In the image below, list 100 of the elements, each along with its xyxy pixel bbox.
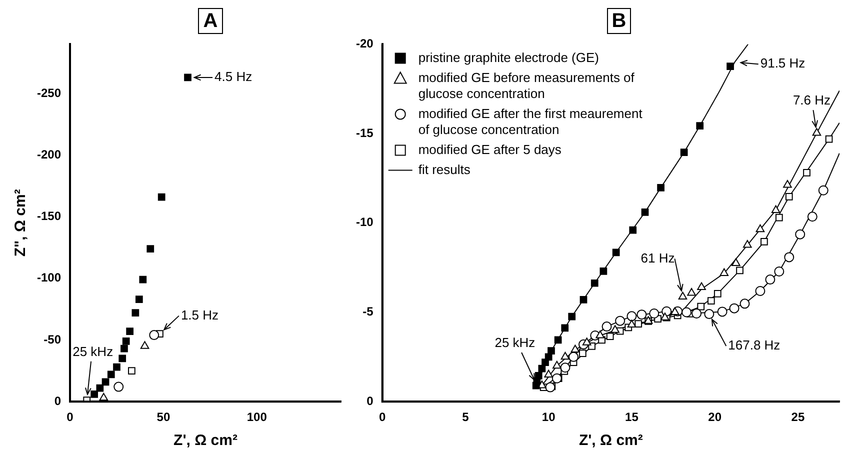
point (627, 320, 636, 328)
point (729, 303, 740, 314)
point (602, 322, 612, 332)
point (687, 288, 696, 296)
point (560, 362, 570, 373)
point (612, 248, 620, 256)
point (726, 62, 734, 70)
point (785, 192, 793, 200)
y-tick-label: 0 (54, 394, 62, 408)
point (736, 266, 744, 274)
point (113, 363, 120, 371)
legend-label: fit results (418, 162, 471, 177)
x-tick-label: 10 (542, 410, 556, 424)
point (120, 344, 128, 352)
point (756, 224, 765, 232)
y-tick-label: -15 (356, 126, 374, 140)
point (784, 252, 794, 262)
point (825, 135, 833, 143)
point (552, 360, 562, 369)
point (657, 184, 664, 192)
annotation: 7.6 Hz (792, 92, 831, 108)
point (139, 276, 147, 284)
point (641, 208, 649, 216)
x-tick-label: 25 (791, 410, 805, 424)
x-tick-label: 20 (708, 410, 722, 424)
legend-label: modified GE after 5 days (418, 142, 562, 157)
point (629, 226, 637, 234)
x-tick-label: 0 (66, 410, 74, 424)
point (774, 266, 784, 277)
point (670, 307, 680, 315)
point (560, 352, 570, 360)
annotation: 25 kHz (72, 344, 114, 359)
annotation: 61 Hz (640, 250, 675, 266)
point (678, 292, 688, 300)
point (697, 302, 705, 310)
annotation: 167.8 Hz (728, 338, 780, 353)
y-tick-label: -50 (44, 332, 62, 346)
point (534, 372, 542, 380)
y-tick-label: 0 (366, 394, 374, 408)
point (692, 308, 702, 318)
y-tick-label: -150 (36, 209, 62, 224)
point (568, 312, 576, 320)
point (812, 128, 822, 136)
point (606, 332, 614, 340)
point (807, 212, 818, 222)
point (600, 267, 608, 275)
point (122, 338, 130, 345)
chart-title: A (198, 8, 223, 34)
point (755, 286, 766, 296)
point (99, 392, 108, 401)
point (149, 330, 160, 340)
point (649, 308, 660, 318)
point (775, 214, 783, 222)
point (90, 390, 98, 398)
point (561, 324, 569, 332)
point (680, 148, 688, 156)
point (184, 74, 192, 82)
point (132, 309, 140, 317)
point (771, 205, 780, 213)
point (803, 169, 810, 176)
point (126, 328, 134, 336)
annotation: 4.5 Hz (214, 69, 252, 84)
point (596, 330, 605, 338)
y-tick-label: -20 (356, 36, 374, 51)
y-tick-label: -250 (36, 86, 62, 100)
point (118, 354, 126, 362)
point (697, 282, 706, 290)
point (626, 311, 637, 322)
point (682, 307, 692, 318)
point (610, 325, 620, 333)
point (696, 122, 704, 130)
point (704, 309, 714, 320)
annotation: 91.5 Hz (760, 56, 806, 71)
point (634, 320, 642, 328)
point (128, 367, 136, 374)
y-axis-title: Z", Ω cm² (12, 189, 30, 257)
point (102, 378, 110, 386)
point (158, 193, 166, 201)
point (578, 350, 586, 358)
x-tick-label: 100 (246, 410, 268, 424)
point (570, 344, 580, 353)
point (740, 298, 750, 309)
point (580, 296, 588, 304)
point (552, 373, 562, 384)
x-tick-label: 5 (462, 410, 470, 424)
y-tick-label: -5 (362, 304, 374, 319)
x-tick-label: 15 (625, 410, 639, 424)
chart-title: B (606, 8, 632, 34)
point (146, 245, 154, 252)
point (818, 185, 828, 196)
point (568, 352, 579, 362)
point (582, 338, 592, 346)
point (548, 347, 555, 355)
point (717, 306, 728, 317)
point (544, 353, 552, 361)
point (783, 180, 792, 188)
y-tick-label: -100 (36, 270, 62, 285)
x-tick-label: 0 (379, 410, 386, 424)
y-tick-label: -200 (36, 147, 62, 162)
point (96, 384, 104, 392)
